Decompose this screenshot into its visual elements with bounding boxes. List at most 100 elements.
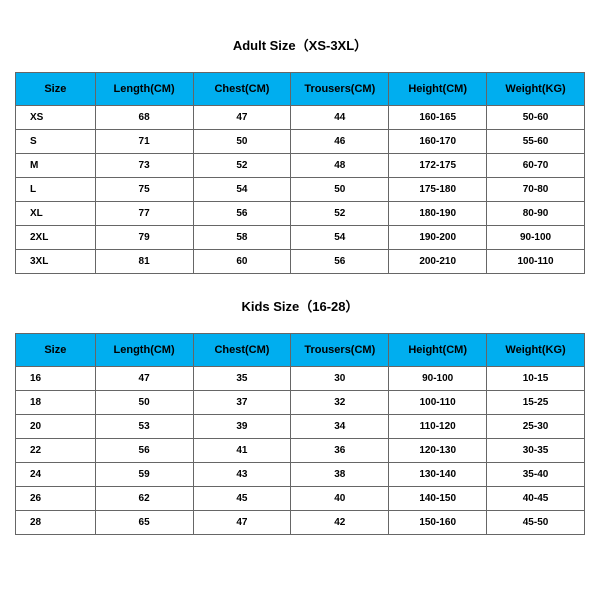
table-cell: 16 [16,367,96,391]
col-height: Height(CM) [389,73,487,106]
table-cell: 39 [193,415,291,439]
kids-size-title: Kids Size（16-28） [15,296,585,315]
table-row: 1647353090-10010-15 [16,367,585,391]
table-cell: 46 [291,130,389,154]
table-cell: 54 [193,178,291,202]
table-cell: 50-60 [487,106,585,130]
table-cell: 35 [193,367,291,391]
col-length: Length(CM) [95,334,193,367]
table-cell: 73 [95,154,193,178]
table-cell: 80-90 [487,202,585,226]
table-cell: 60 [193,250,291,274]
table-row: XL775652180-19080-90 [16,202,585,226]
table-row: XS684744160-16550-60 [16,106,585,130]
table-cell: 52 [291,202,389,226]
adult-tbody: XS684744160-16550-60S715046160-17055-60M… [16,106,585,274]
table-cell: XS [16,106,96,130]
table-cell: 56 [193,202,291,226]
table-cell: 47 [193,106,291,130]
table-cell: 200-210 [389,250,487,274]
col-weight: Weight(KG) [487,73,585,106]
table-cell: XL [16,202,96,226]
kids-tbody: 1647353090-10010-1518503732100-11015-252… [16,367,585,535]
table-header-row: Size Length(CM) Chest(CM) Trousers(CM) H… [16,73,585,106]
adult-size-title: Adult Size（XS-3XL） [15,35,585,54]
table-row: L755450175-18070-80 [16,178,585,202]
table-cell: 45-50 [487,511,585,535]
table-row: S715046160-17055-60 [16,130,585,154]
table-cell: 71 [95,130,193,154]
table-cell: 100-110 [487,250,585,274]
table-cell: 34 [291,415,389,439]
col-trousers: Trousers(CM) [291,73,389,106]
table-cell: 90-100 [389,367,487,391]
table-cell: 43 [193,463,291,487]
table-cell: 26 [16,487,96,511]
table-cell: 47 [95,367,193,391]
col-height: Height(CM) [389,334,487,367]
table-cell: 10-15 [487,367,585,391]
table-cell: 42 [291,511,389,535]
table-cell: 68 [95,106,193,130]
table-cell: 77 [95,202,193,226]
table-row: 18503732100-11015-25 [16,391,585,415]
table-cell: 15-25 [487,391,585,415]
col-weight: Weight(KG) [487,334,585,367]
adult-size-table: Size Length(CM) Chest(CM) Trousers(CM) H… [15,72,585,274]
table-cell: 18 [16,391,96,415]
table-cell: S [16,130,96,154]
table-cell: 65 [95,511,193,535]
table-cell: 160-165 [389,106,487,130]
table-cell: 120-130 [389,439,487,463]
table-row: 3XL816056200-210100-110 [16,250,585,274]
col-size: Size [16,73,96,106]
table-row: 20533934110-12025-30 [16,415,585,439]
table-cell: 81 [95,250,193,274]
table-cell: 36 [291,439,389,463]
table-cell: 75 [95,178,193,202]
table-cell: L [16,178,96,202]
kids-size-table: Size Length(CM) Chest(CM) Trousers(CM) H… [15,333,585,535]
table-cell: 53 [95,415,193,439]
col-trousers: Trousers(CM) [291,334,389,367]
table-cell: 38 [291,463,389,487]
table-cell: 70-80 [487,178,585,202]
table-row: 2XL795854190-20090-100 [16,226,585,250]
table-cell: 20 [16,415,96,439]
table-cell: 130-140 [389,463,487,487]
table-row: M735248172-17560-70 [16,154,585,178]
col-chest: Chest(CM) [193,334,291,367]
table-cell: 52 [193,154,291,178]
table-cell: 79 [95,226,193,250]
table-cell: 55-60 [487,130,585,154]
table-cell: 62 [95,487,193,511]
table-cell: 190-200 [389,226,487,250]
table-cell: 50 [291,178,389,202]
table-cell: 100-110 [389,391,487,415]
table-cell: 56 [291,250,389,274]
table-cell: 110-120 [389,415,487,439]
table-cell: 25-30 [487,415,585,439]
table-row: 24594338130-14035-40 [16,463,585,487]
table-cell: 2XL [16,226,96,250]
table-cell: 40 [291,487,389,511]
table-cell: 172-175 [389,154,487,178]
table-cell: 47 [193,511,291,535]
table-cell: 175-180 [389,178,487,202]
table-cell: 90-100 [487,226,585,250]
table-cell: 40-45 [487,487,585,511]
table-cell: 59 [95,463,193,487]
table-cell: M [16,154,96,178]
table-cell: 56 [95,439,193,463]
table-cell: 28 [16,511,96,535]
table-cell: 48 [291,154,389,178]
table-cell: 150-160 [389,511,487,535]
table-cell: 54 [291,226,389,250]
col-chest: Chest(CM) [193,73,291,106]
table-cell: 140-150 [389,487,487,511]
table-row: 26624540140-15040-45 [16,487,585,511]
table-cell: 180-190 [389,202,487,226]
table-cell: 30-35 [487,439,585,463]
table-cell: 50 [193,130,291,154]
table-cell: 160-170 [389,130,487,154]
